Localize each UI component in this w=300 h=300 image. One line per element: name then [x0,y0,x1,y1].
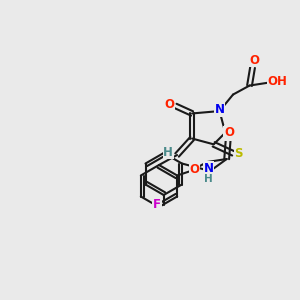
Text: H: H [204,173,213,184]
Text: OH: OH [268,75,287,88]
Text: O: O [164,98,174,111]
Text: S: S [223,127,232,140]
Text: F: F [153,198,161,211]
Text: N: N [214,103,224,116]
Text: O: O [249,54,259,67]
Text: S: S [234,147,243,160]
Text: O: O [225,125,235,139]
Text: O: O [189,163,199,176]
Text: N: N [204,161,214,175]
Text: H: H [163,146,173,158]
